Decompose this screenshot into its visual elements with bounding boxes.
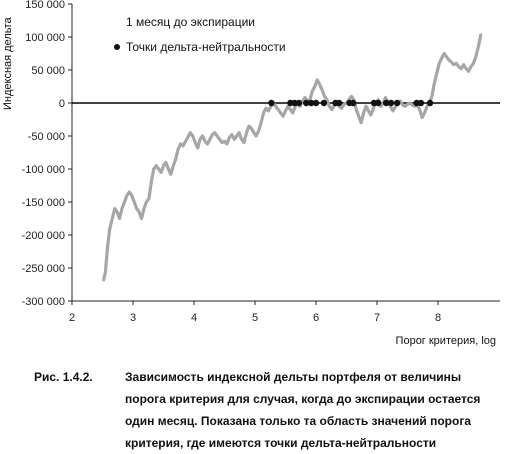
delta-neutral-point bbox=[393, 99, 401, 107]
neutral-points-group bbox=[268, 99, 434, 107]
y-tick-label: -250 000 bbox=[22, 263, 65, 275]
caption-text: Зависимость индексной дельты портфеля от… bbox=[125, 370, 481, 450]
y-tick-label: -100 000 bbox=[22, 164, 65, 176]
y-tick-label: -200 000 bbox=[22, 230, 65, 242]
delta-neutral-point bbox=[417, 99, 425, 107]
legend-dot-icon bbox=[114, 44, 120, 50]
y-tick-label: -300 000 bbox=[22, 296, 65, 308]
series-group bbox=[102, 33, 483, 282]
y-tick-label: 0 bbox=[59, 98, 65, 110]
x-tick-label: 4 bbox=[191, 312, 197, 324]
y-tick-label: -150 000 bbox=[22, 197, 65, 209]
x-tick-label: 7 bbox=[374, 312, 380, 324]
x-tick-group: 2 3 4 5 6 7 8 bbox=[69, 301, 441, 324]
x-axis-title: Порог критерия, log bbox=[396, 335, 496, 347]
delta-neutral-point bbox=[426, 99, 434, 107]
delta-neutral-point bbox=[268, 99, 275, 107]
delta-neutral-point bbox=[350, 99, 357, 107]
legend-label-series: 1 месяц до экспирации bbox=[126, 15, 255, 29]
y-tick-group: 150 000 100 000 50 000 0 -50 000 -100 000 -150… bbox=[22, 0, 72, 308]
legend-label-points: Точки дельта-нейтральности bbox=[126, 40, 286, 54]
delta-neutral-point bbox=[320, 99, 328, 107]
x-tick-label: 6 bbox=[313, 312, 319, 324]
delta-neutral-point bbox=[335, 99, 343, 107]
x-tick-label: 5 bbox=[252, 312, 258, 324]
delta-neutral-point bbox=[312, 99, 320, 107]
delta-neutral-point bbox=[303, 99, 310, 107]
x-tick-label: 2 bbox=[69, 312, 75, 324]
caption-label: Рис. 1.4.2. bbox=[34, 370, 93, 384]
delta-chart: 150 000 100 000 50 000 0 -50 000 -100 000 -150… bbox=[2, 0, 500, 347]
delta-neutral-point bbox=[382, 99, 390, 107]
series-line-delta bbox=[102, 33, 483, 282]
delta-neutral-point bbox=[375, 99, 382, 107]
delta-neutral-point bbox=[295, 99, 303, 107]
y-tick-label: -50 000 bbox=[28, 131, 65, 143]
x-tick-label: 8 bbox=[435, 312, 441, 324]
y-tick-label: 150 000 bbox=[25, 0, 65, 11]
legend: 1 месяц до экспирации Точки дельта-нейтр… bbox=[114, 15, 286, 54]
x-tick-label: 3 bbox=[130, 312, 136, 324]
y-axis-title: Индексная дельта bbox=[2, 16, 14, 110]
y-tick-label: 100 000 bbox=[25, 32, 65, 44]
y-tick-label: 50 000 bbox=[31, 65, 65, 77]
delta-neutral-point bbox=[387, 99, 395, 107]
delta-neutral-point bbox=[307, 99, 315, 107]
